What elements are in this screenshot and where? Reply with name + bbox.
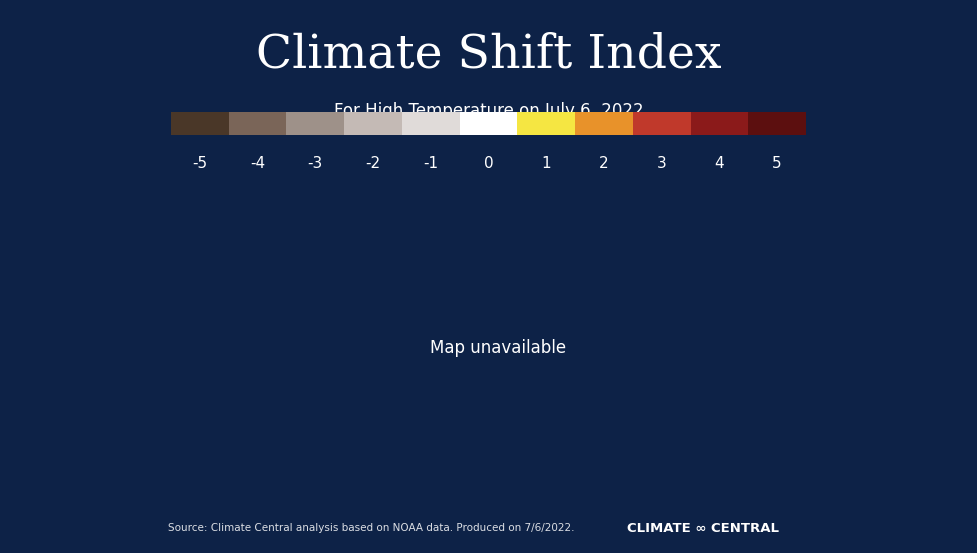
Text: 5: 5	[773, 155, 782, 171]
Text: Map unavailable: Map unavailable	[430, 340, 567, 357]
Text: -4: -4	[250, 155, 265, 171]
Text: For High Temperature on July 6, 2022: For High Temperature on July 6, 2022	[334, 102, 643, 119]
Text: 1: 1	[541, 155, 551, 171]
Text: 4: 4	[714, 155, 724, 171]
Text: CLIMATE ∞ CENTRAL: CLIMATE ∞ CENTRAL	[627, 521, 780, 535]
Text: 0: 0	[484, 155, 493, 171]
Text: -5: -5	[192, 155, 207, 171]
Text: 3: 3	[657, 155, 666, 171]
Text: Climate Shift Index: Climate Shift Index	[256, 33, 721, 78]
Text: -2: -2	[365, 155, 381, 171]
Text: 2: 2	[599, 155, 609, 171]
Text: Source: Climate Central analysis based on NOAA data. Produced on 7/6/2022.: Source: Climate Central analysis based o…	[168, 523, 574, 533]
Text: -3: -3	[308, 155, 323, 171]
Text: -1: -1	[423, 155, 439, 171]
